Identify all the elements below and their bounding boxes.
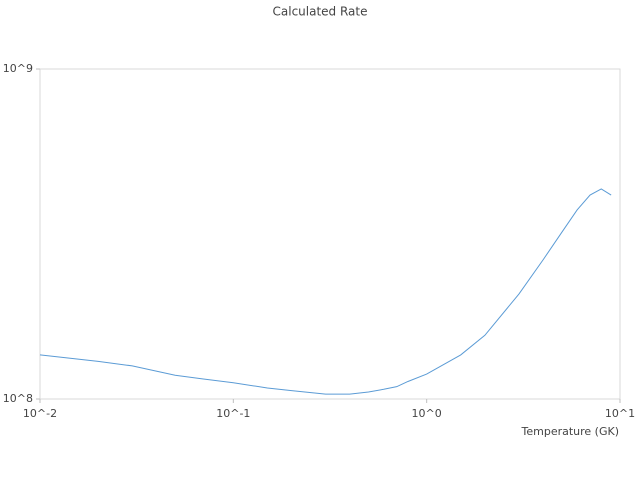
x-tick-label: 10^0 — [412, 407, 442, 420]
chart-title: Calculated Rate — [273, 5, 368, 19]
line-series — [39, 188, 612, 395]
x-tick-label: 10^-1 — [216, 407, 250, 420]
x-axis-label: Temperature (GK) — [521, 425, 620, 438]
plot-area — [39, 68, 621, 400]
y-tick-label: 10^9 — [3, 62, 33, 75]
x-tick-label: 10^1 — [605, 407, 635, 420]
y-tick-label: 10^8 — [3, 392, 33, 405]
x-tick-label: 10^-2 — [23, 407, 57, 420]
